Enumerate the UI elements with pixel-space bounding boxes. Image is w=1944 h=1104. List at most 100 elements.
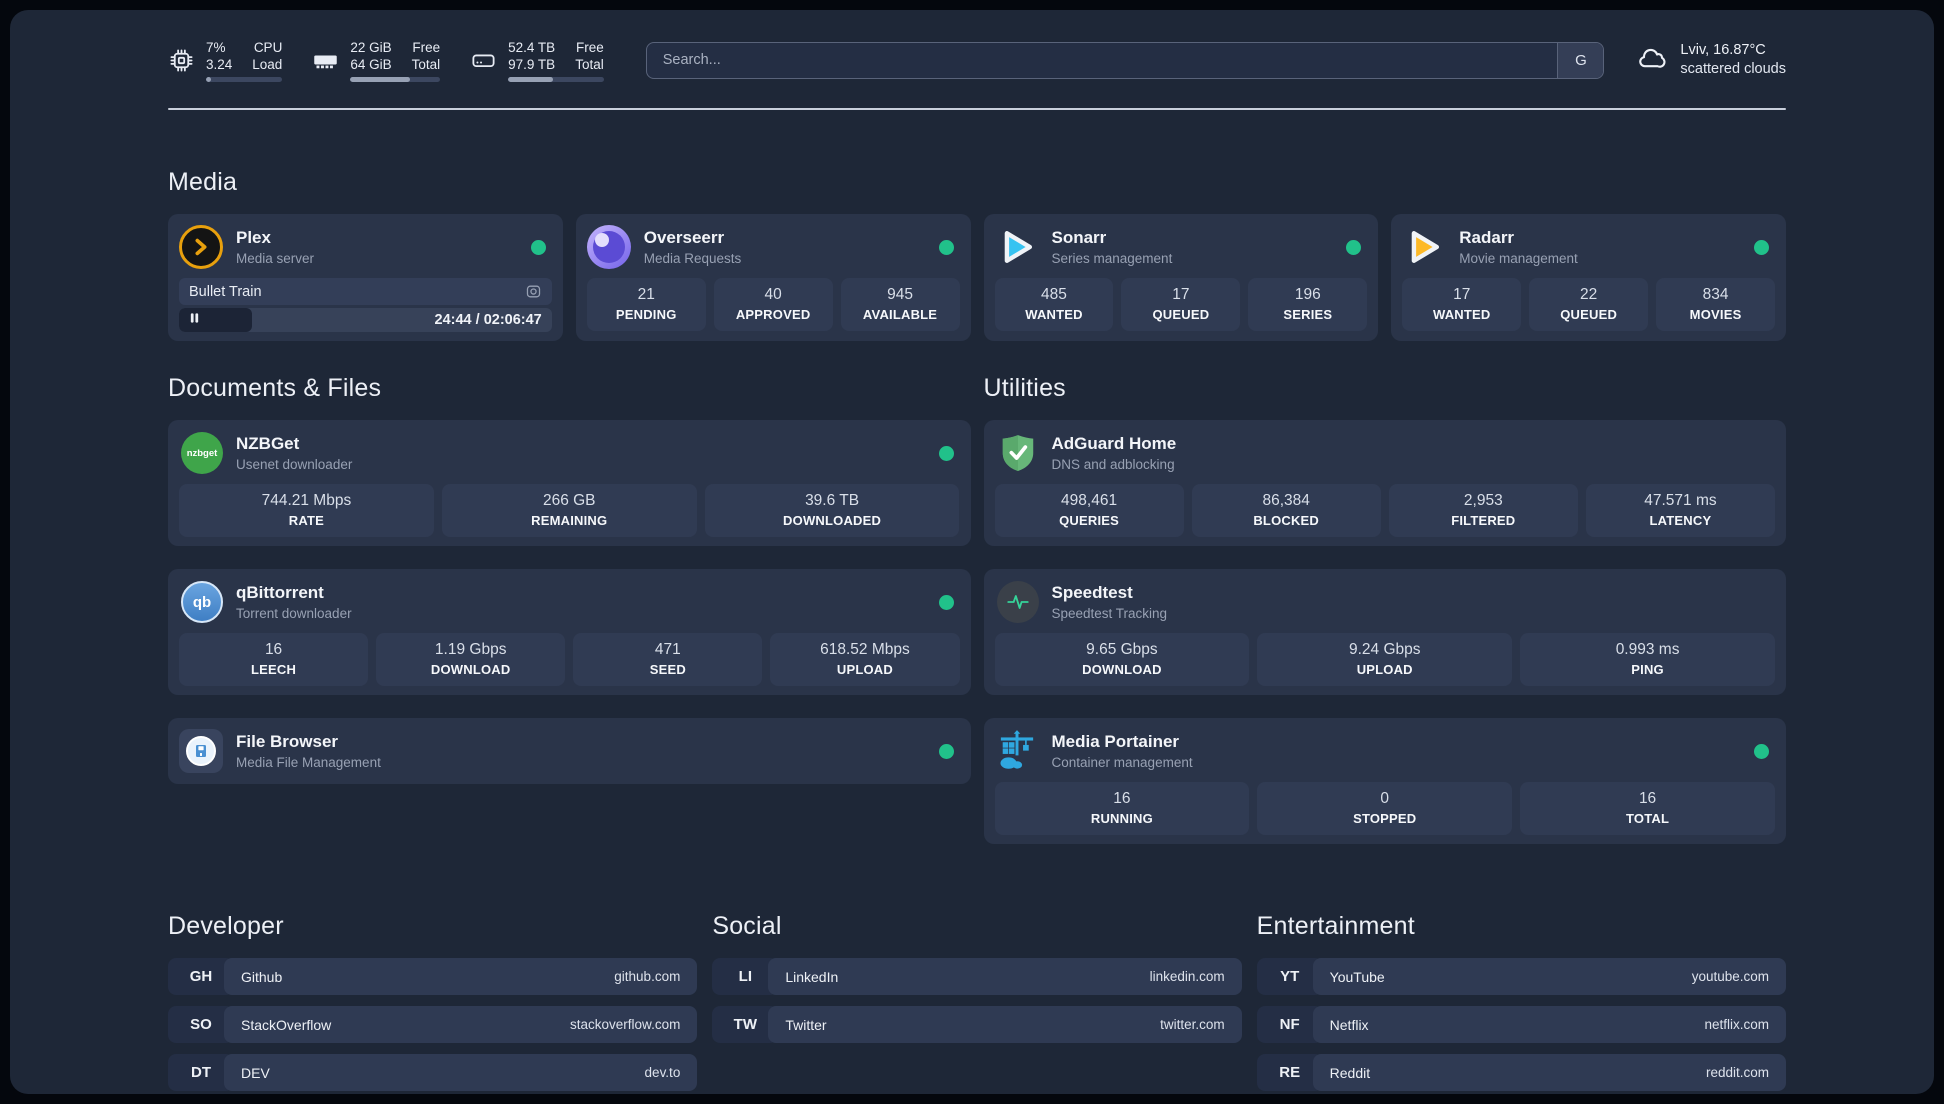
stat-value: 9.24 Gbps — [1348, 641, 1421, 658]
weather-condition: scattered clouds — [1680, 61, 1786, 77]
app-description: Torrent downloader — [236, 605, 352, 621]
cloud-icon — [1634, 43, 1668, 78]
bookmark-abbr: TW — [712, 1006, 779, 1043]
plex-icon — [179, 225, 223, 269]
stat-tile: 40 APPROVED — [713, 278, 833, 331]
stat-value: 16 — [1113, 790, 1131, 807]
disk-label-top: Free — [575, 39, 604, 55]
bookmark-abbr: LI — [712, 958, 779, 995]
stat-value: 86,384 — [1262, 492, 1310, 509]
bookmark-url: linkedin.com — [1149, 969, 1225, 984]
status-online-dot — [1346, 239, 1362, 255]
stat-label: DOWNLOAD — [430, 662, 511, 677]
memory-stat: 22 GiB Free 64 GiB Total — [312, 39, 441, 82]
stat-label: LEECH — [251, 662, 297, 677]
stat-label: FILTERED — [1451, 513, 1516, 528]
portainer-icon — [995, 729, 1039, 773]
plex-now-playing: Bullet Train — [179, 278, 552, 332]
stat-tile: 834 MOVIES — [1656, 278, 1776, 331]
app-name: AdGuard Home — [1051, 433, 1177, 453]
stat-tile: 17 QUEUED — [1121, 278, 1241, 331]
app-card-overseerr[interactable]: Overseerr Media Requests 21 PENDING 40 A… — [575, 214, 971, 341]
stat-label: SERIES — [1283, 307, 1333, 322]
app-description: Movie management — [1459, 250, 1578, 266]
stat-value: 17 — [1172, 286, 1190, 303]
bookmark-reddit[interactable]: RE Reddit reddit.com — [1256, 1054, 1786, 1091]
status-online-dot — [938, 743, 954, 759]
stat-label: WANTED — [1432, 307, 1491, 322]
playback-progress-bar[interactable]: 24:44 / 02:06:47 — [179, 308, 552, 332]
app-card-file-browser[interactable]: File Browser Media File Management — [168, 718, 971, 784]
cpu-icon — [168, 47, 195, 74]
stat-value: 485 — [1041, 286, 1067, 303]
cpu-progress-track — [206, 76, 283, 82]
app-name: Media Portainer — [1051, 731, 1180, 751]
stat-value: 16 — [1638, 790, 1657, 807]
bookmark-youtube[interactable]: YT YouTube youtube.com — [1256, 958, 1786, 995]
app-card-plex[interactable]: Plex Media server Bullet Train — [168, 214, 563, 341]
app-description: Media server — [236, 250, 315, 266]
app-card-media-portainer[interactable]: Media Portainer Container management 16 … — [983, 718, 1786, 844]
stat-label: PENDING — [615, 307, 677, 322]
bookmark-name: LinkedIn — [785, 968, 839, 985]
adguard-icon — [997, 432, 1039, 474]
stat-tile: 485 WANTED — [994, 278, 1114, 331]
stat-value: 40 — [764, 286, 782, 303]
app-card-qbittorrent[interactable]: qb qBittorrent Torrent downloader 16 LEE… — [168, 569, 971, 695]
bookmark-stackoverflow[interactable]: SO StackOverflow stackoverflow.com — [168, 1006, 698, 1043]
stat-tile: 0.993 ms PING — [1520, 633, 1775, 686]
bookmark-name: StackOverflow — [241, 1016, 332, 1033]
bookmark-name: Github — [241, 968, 283, 985]
bookmark-url: youtube.com — [1691, 969, 1769, 984]
cpu-label-top: CPU — [253, 39, 283, 55]
status-online-dot — [938, 594, 954, 610]
app-name: Plex — [236, 227, 271, 247]
weather-widget[interactable]: Lviv, 16.87°C scattered clouds — [1634, 41, 1786, 79]
stat-value: 498,461 — [1061, 492, 1118, 509]
app-description: Media Requests — [643, 250, 742, 266]
bookmark-abbr: GH — [168, 958, 234, 995]
stat-tile: 86,384 BLOCKED — [1191, 484, 1381, 537]
bookmark-linkedin[interactable]: LI LinkedIn linkedin.com — [712, 958, 1242, 995]
cpu-stat: 7% CPU 3.24 Load — [168, 39, 283, 82]
cpu-value-top: 7% — [206, 39, 226, 55]
app-card-radarr[interactable]: Radarr Movie management 17 WANTED 22 QUE… — [1391, 214, 1786, 341]
stat-tile: 196 SERIES — [1248, 278, 1368, 331]
stat-tile: 16 RUNNING — [994, 782, 1250, 835]
stat-label: MOVIES — [1689, 307, 1742, 322]
top-bar: 7% CPU 3.24 Load — [168, 36, 1786, 84]
cpu-progress-fill — [206, 76, 212, 82]
app-name: Sonarr — [1051, 227, 1107, 247]
status-online-dot — [1754, 239, 1769, 255]
app-card-speedtest[interactable]: Speedtest Speedtest Tracking 9.65 Gbps D… — [983, 569, 1786, 695]
bookmark-github[interactable]: GH Github github.com — [168, 958, 698, 995]
playback-time: 24:44 / 02:06:47 — [434, 312, 542, 328]
app-card-adguard-home[interactable]: AdGuard Home DNS and adblocking 498,461 … — [983, 420, 1786, 546]
search-engine-button[interactable]: G — [1557, 42, 1604, 78]
stat-label: REMAINING — [531, 513, 608, 528]
stat-label: APPROVED — [735, 307, 811, 322]
status-online-dot — [938, 445, 954, 461]
stat-label: LATENCY — [1649, 513, 1712, 528]
bookmark-netflix[interactable]: NF Netflix netflix.com — [1256, 1006, 1786, 1043]
stat-label: PING — [1631, 662, 1664, 677]
bookmark-twitter[interactable]: TW Twitter twitter.com — [712, 1006, 1242, 1043]
bookmark-abbr: YT — [1256, 958, 1323, 995]
section-title-utilities: Utilities — [983, 374, 1066, 402]
section-utilities: Utilities AdGuard Home — [983, 374, 1786, 844]
app-card-sonarr[interactable]: Sonarr Series management 485 WANTED 17 Q… — [983, 214, 1379, 341]
search-input[interactable] — [646, 42, 1558, 78]
bookmark-dev[interactable]: DT DEV dev.to — [168, 1054, 698, 1091]
pause-icon — [189, 311, 200, 329]
stat-value: 21 — [637, 286, 655, 303]
stat-label: UPLOAD — [836, 662, 893, 677]
stat-tile: 744.21 Mbps RATE — [179, 484, 434, 537]
stat-tile: 21 PENDING — [586, 278, 706, 331]
playback-progress-fill — [179, 308, 252, 332]
stat-value: 744.21 Mbps — [261, 492, 352, 509]
stat-value: 39.6 TB — [805, 492, 860, 509]
app-card-nzbget[interactable]: nzbget NZBGet Usenet downloader 744.21 M… — [168, 420, 971, 546]
stat-label: BLOCKED — [1253, 513, 1320, 528]
disk-value-top: 52.4 TB — [508, 39, 556, 55]
section-social: Social LI LinkedIn linkedin.com TW Twitt… — [712, 912, 1242, 1091]
